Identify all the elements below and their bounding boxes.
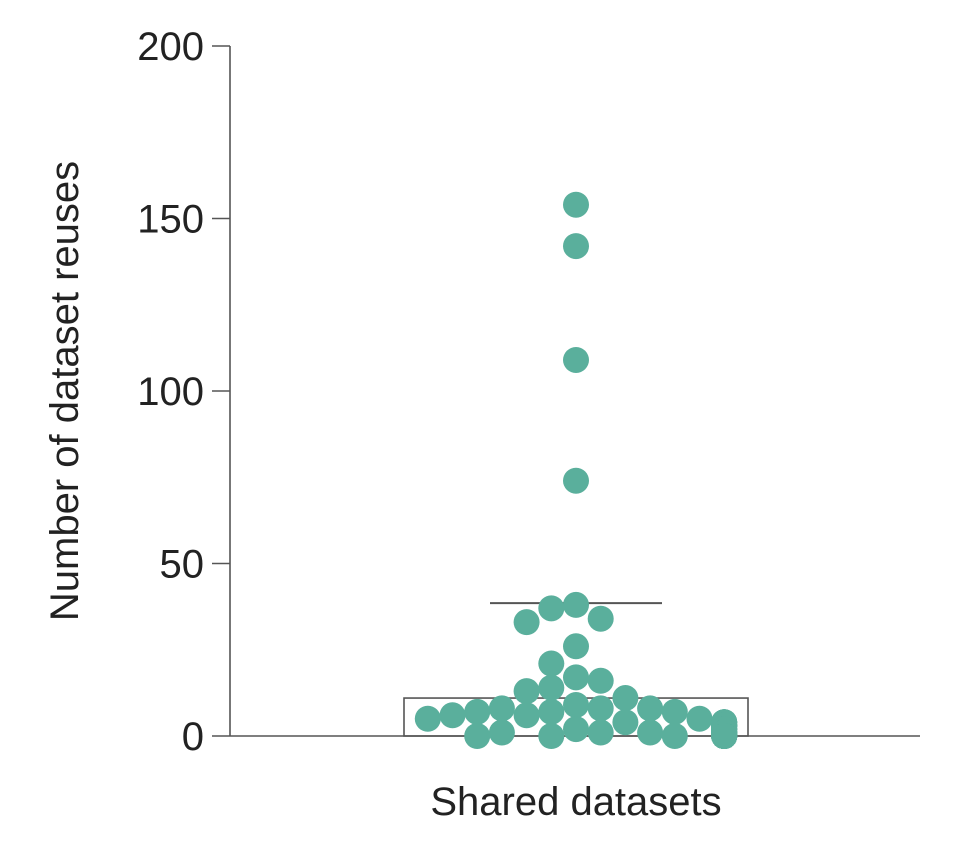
data-point (686, 705, 713, 732)
data-point (587, 667, 614, 694)
data-point (563, 467, 589, 494)
data-point (612, 685, 639, 712)
data-point (637, 695, 664, 722)
y-tick-label: 50 (160, 543, 205, 587)
data-point (612, 709, 639, 736)
data-point (538, 698, 565, 725)
data-point (513, 702, 540, 729)
data-point (587, 605, 614, 632)
data-point (661, 723, 688, 749)
data-point (538, 650, 565, 677)
data-point (563, 664, 589, 691)
y-tick-label: 0 (182, 715, 204, 759)
data-point (538, 595, 565, 622)
y-tick-label: 150 (137, 198, 204, 242)
data-point (661, 698, 688, 725)
x-category-label: Shared datasets (430, 780, 721, 824)
data-point (513, 678, 540, 705)
y-ticks: 0 50 100 150 200 (137, 25, 230, 759)
data-points (414, 191, 738, 749)
data-point (563, 716, 589, 743)
data-point (563, 591, 589, 618)
data-point (563, 691, 589, 718)
data-point (563, 233, 589, 260)
data-point (464, 723, 491, 749)
data-point (488, 719, 515, 746)
data-point (488, 695, 515, 722)
data-point (563, 346, 589, 373)
data-point (637, 719, 664, 746)
data-point (538, 674, 565, 701)
data-point (538, 723, 565, 749)
data-point (414, 705, 441, 732)
y-tick-label: 100 (137, 370, 204, 414)
data-point (711, 723, 738, 749)
y-axis-title: Number of dataset reuses (43, 161, 87, 621)
data-point (513, 609, 540, 636)
data-point (439, 702, 466, 729)
data-point (587, 719, 614, 746)
data-point (563, 633, 589, 660)
data-point (563, 191, 589, 218)
y-axis: 0 50 100 150 200 (137, 25, 231, 759)
data-point (587, 695, 614, 722)
data-point (464, 698, 491, 725)
y-tick-label: 200 (137, 25, 204, 69)
